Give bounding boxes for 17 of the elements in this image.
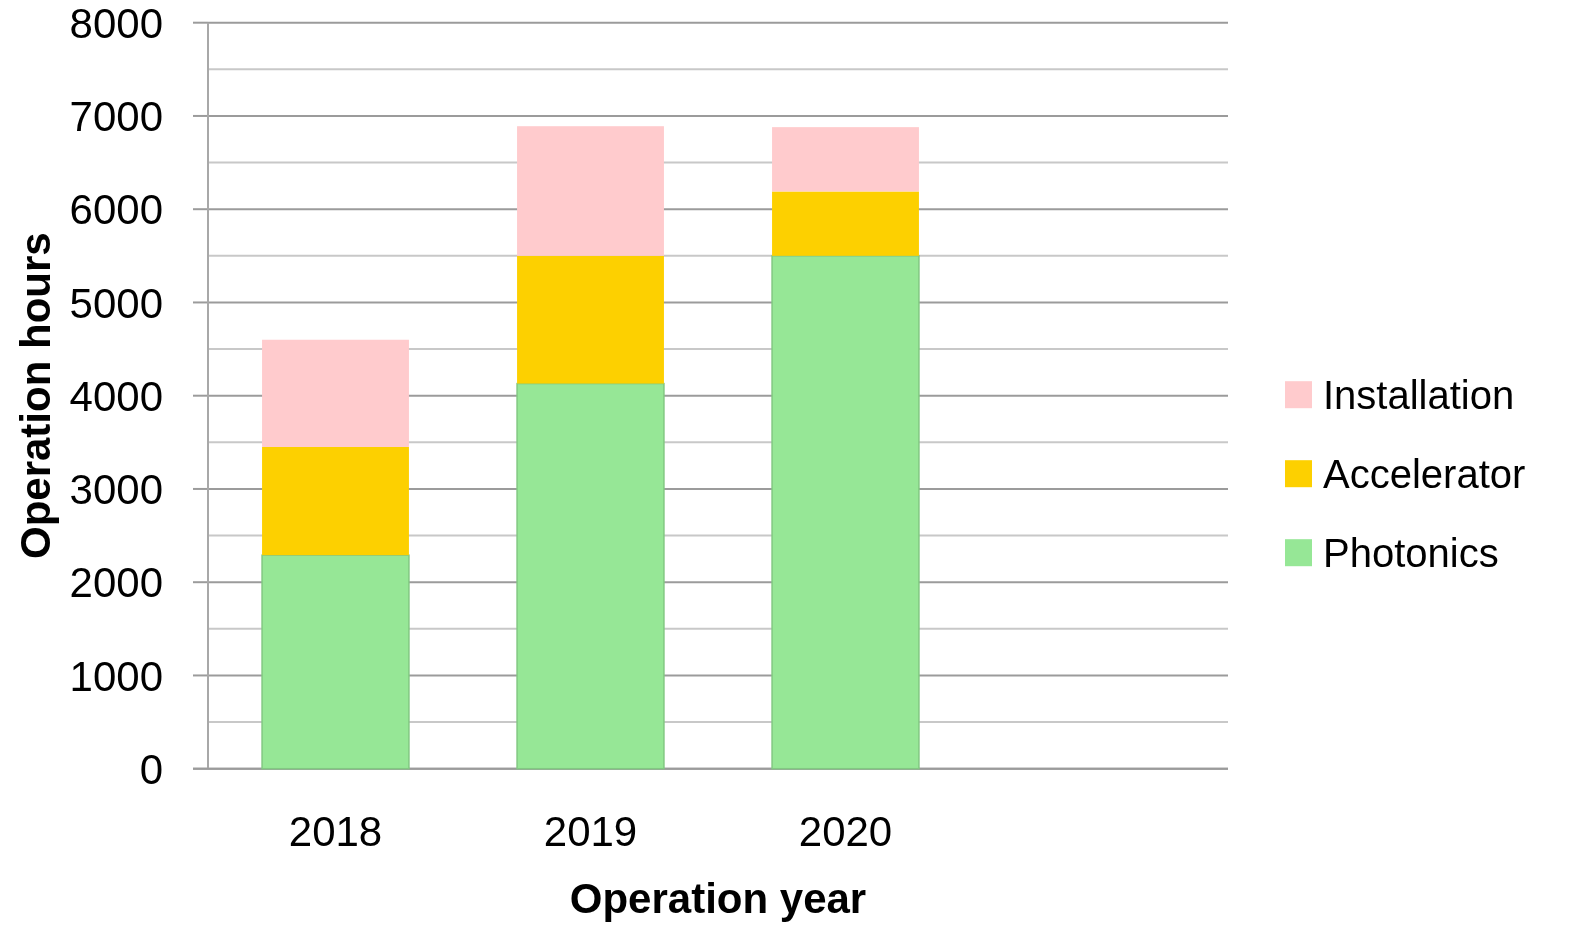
y-tick-label: 4000 [69,372,163,420]
y-tick-label: 8000 [69,0,163,47]
legend-label: Photonics [1323,530,1499,575]
legend-label: Accelerator [1323,451,1526,496]
y-tick-label: 6000 [69,186,163,234]
y-tick-label: 2000 [69,559,163,607]
legend-label: Installation [1323,372,1515,417]
y-tick-label: 7000 [69,93,163,141]
y-tick-label: 1000 [69,652,163,700]
x-tick-label: 2020 [798,808,893,856]
y-tick-label: 0 [139,745,163,793]
x-tick-label: 2019 [543,808,638,856]
y-tick-label: 5000 [69,279,163,327]
x-tick-label: 2018 [288,808,383,856]
y-axis-title: Operation hours [12,232,60,560]
x-axis-title: Operation year [569,875,867,923]
y-tick-label: 3000 [69,466,163,514]
